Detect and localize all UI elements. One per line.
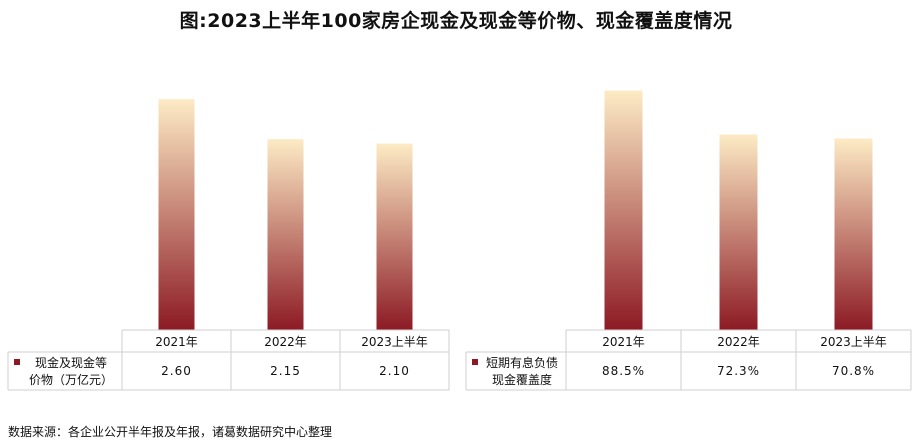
- bar-3: [834, 138, 873, 330]
- page-title: 图:2023上半年100家房企现金及现金等价物、现金覆盖度情况: [179, 10, 733, 32]
- category-label: 2022年: [264, 335, 307, 349]
- value-label: 70.8%: [832, 364, 875, 378]
- bar-2: [719, 134, 758, 330]
- category-label: 2022年: [717, 335, 760, 349]
- bar-1: [604, 90, 643, 330]
- legend-label: 现金覆盖度: [492, 372, 552, 387]
- value-label: 2.10: [379, 364, 410, 378]
- chart-cash-equivalents: 2021年 2.60 2022年 2.15 2023上半年 2.10 现金及现金等价物（万亿…: [7, 99, 450, 391]
- legend-swatch: [472, 359, 478, 365]
- chart-cash-coverage: 2021年 88.5% 2022年 72.3% 2023上半年 70.8% 短期有息负债现金…: [465, 90, 912, 391]
- bar-3: [376, 143, 413, 330]
- category-label: 2021年: [155, 335, 198, 349]
- value-label: 72.3%: [717, 364, 760, 378]
- category-label: 2021年: [602, 335, 645, 349]
- value-label: 2.15: [270, 364, 301, 378]
- category-label: 2023上半年: [820, 335, 887, 349]
- bar-2: [267, 139, 304, 330]
- data-source-note: 数据来源：各企业公开半年报及年报，诸葛数据研究中心整理: [8, 425, 333, 439]
- value-label: 2.60: [161, 364, 192, 378]
- legend-label: 短期有息负债: [486, 355, 558, 370]
- legend-label: 价物（万亿元）: [29, 372, 113, 387]
- bar-1: [158, 99, 195, 330]
- legend-swatch: [14, 359, 20, 365]
- value-label: 88.5%: [602, 364, 645, 378]
- category-label: 2023上半年: [361, 335, 428, 349]
- legend-label: 现金及现金等: [35, 355, 107, 370]
